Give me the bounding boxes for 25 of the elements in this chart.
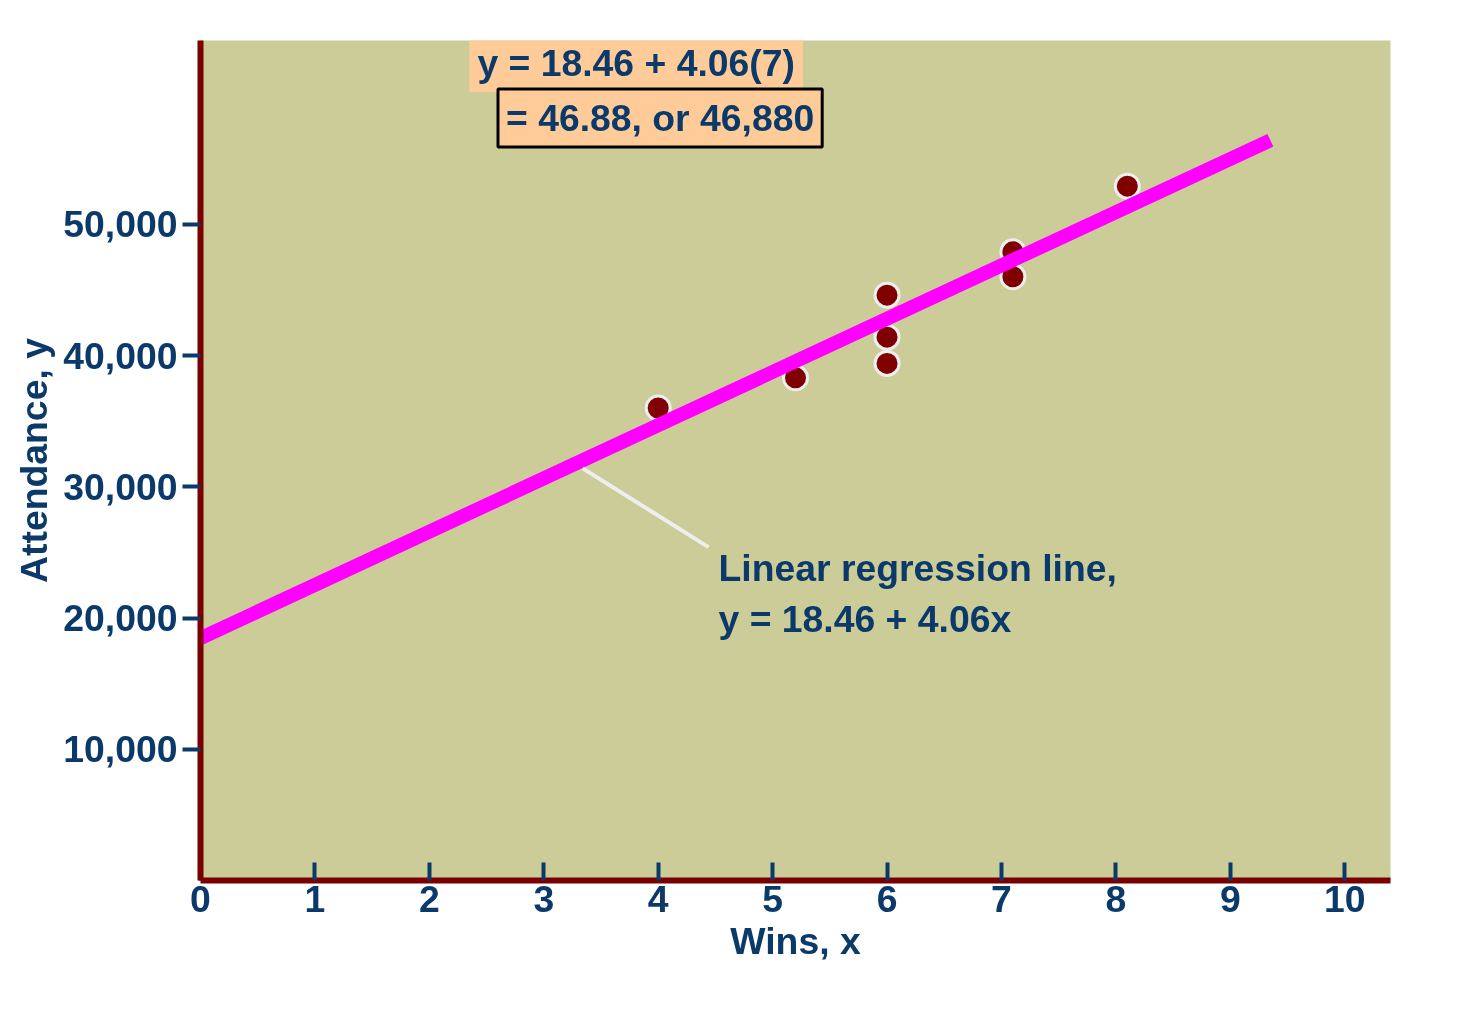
point xyxy=(873,281,901,309)
annotation: Linear regression line, y = 18.46 + 4.06x xyxy=(718,547,1117,640)
x-tick-label: 3 xyxy=(533,877,555,920)
annotation: = 46.88, or 46,880 xyxy=(506,97,815,140)
x-axis-title: Wins, x xyxy=(730,919,861,962)
y-tick-label: 30,000 xyxy=(63,465,178,508)
x-tick-label: 8 xyxy=(1105,877,1127,920)
x-tick-label: 0 xyxy=(190,877,211,920)
x-tick-label: 7 xyxy=(991,877,1012,920)
annotation: y = 18.46 + 4.06(7) xyxy=(477,41,795,84)
point xyxy=(873,349,901,377)
y-tick-label: 20,000 xyxy=(63,597,178,639)
x-tick-label: 2 xyxy=(418,877,440,920)
y-axis-title: Attendance, y xyxy=(13,337,56,583)
y-tick-label: 10,000 xyxy=(63,728,178,771)
y-tick-label: 50,000 xyxy=(63,203,178,246)
point xyxy=(873,323,901,351)
point xyxy=(1113,172,1141,200)
x-tick-label: 4 xyxy=(647,877,669,920)
y-tick-label: 40,000 xyxy=(63,334,178,377)
x-tick-label: 9 xyxy=(1219,877,1241,920)
x-tick-label: 5 xyxy=(762,877,783,920)
x-tick-label: 10 xyxy=(1323,877,1366,920)
x-tick-label: 6 xyxy=(876,877,898,920)
x-tick-label: 1 xyxy=(304,877,326,920)
